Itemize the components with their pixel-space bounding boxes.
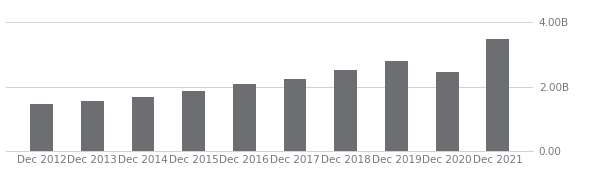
Bar xyxy=(182,91,205,151)
Bar xyxy=(335,70,357,151)
Bar xyxy=(132,97,155,151)
Bar xyxy=(233,84,256,151)
Bar xyxy=(81,100,104,151)
Bar xyxy=(436,72,459,151)
Bar xyxy=(284,79,307,151)
Bar xyxy=(385,61,408,151)
Bar xyxy=(30,104,53,151)
Bar xyxy=(487,39,509,151)
